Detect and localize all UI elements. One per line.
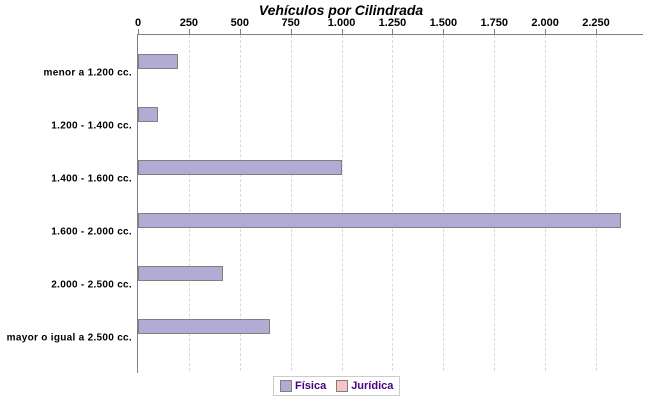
x-axis-tick-label: 750: [281, 17, 300, 29]
x-axis-tick: [138, 29, 139, 35]
legend-label: Física: [295, 380, 327, 392]
x-axis-tick: [545, 29, 547, 35]
plot-area: 0 250 500 750 1.000 1.250 1.500 1.750 2.000 2.250: [135, 17, 643, 373]
legend: Física Jurídica: [273, 376, 401, 396]
x-axis-tick-label: 250: [179, 17, 199, 29]
x-axis-tick: [596, 29, 597, 35]
x-axis-tick-label: 500: [230, 17, 249, 29]
x-axis-tick-label: 2.000: [531, 17, 559, 29]
chart-title: Vehículos por Cilindrada: [258, 2, 424, 18]
x-axis-tick: [239, 29, 241, 35]
x-axis-tick-label: 2.250: [582, 17, 610, 29]
category-label: 1.600 - 2.000 cc.: [51, 226, 132, 237]
bar-física: [138, 319, 270, 334]
x-axis-tick-label: 1.250: [378, 17, 407, 29]
legend-item-física: Física: [280, 380, 326, 392]
x-axis-tick: [443, 29, 445, 35]
gridline: [239, 35, 241, 371]
category-label: 1.200 - 1.400 cc.: [51, 120, 132, 131]
x-axis-tick: [341, 29, 343, 35]
legend-swatch-física: [280, 380, 292, 392]
legend-item-jurídica: Jurídica: [336, 380, 393, 392]
x-axis-tick-label: 1.750: [480, 17, 508, 29]
category-label: mayor o igual a 2.500 cc.: [6, 332, 132, 343]
gridline: [443, 35, 445, 371]
gridline: [188, 35, 190, 371]
gridline: [545, 35, 547, 371]
x-axis-tick: [392, 29, 394, 35]
gridline: [341, 35, 343, 371]
bar-física: [138, 54, 178, 69]
bar-física: [138, 107, 158, 122]
gridline: [494, 35, 496, 371]
bar-física: [138, 160, 342, 175]
gridline: [290, 35, 292, 371]
legend-label: Jurídica: [351, 380, 394, 392]
x-axis-tick: [290, 29, 292, 35]
category-label: menor a 1.200 cc.: [43, 67, 132, 78]
x-axis-tick: [188, 29, 190, 35]
bar-física: [138, 266, 223, 281]
category-label: 1.400 - 1.600 cc.: [51, 173, 132, 184]
category-label: 2.000 - 2.500 cc.: [51, 279, 132, 290]
x-axis-tick-label: 1.000: [327, 17, 356, 29]
bar-física: [138, 213, 621, 228]
x-axis-tick-label: 0: [134, 17, 142, 29]
x-axis-tick-label: 1.500: [429, 17, 458, 29]
gridline: [392, 35, 394, 371]
x-axis-tick: [494, 29, 496, 35]
gridline: [596, 35, 597, 371]
legend-swatch-jurídica: [336, 380, 349, 392]
